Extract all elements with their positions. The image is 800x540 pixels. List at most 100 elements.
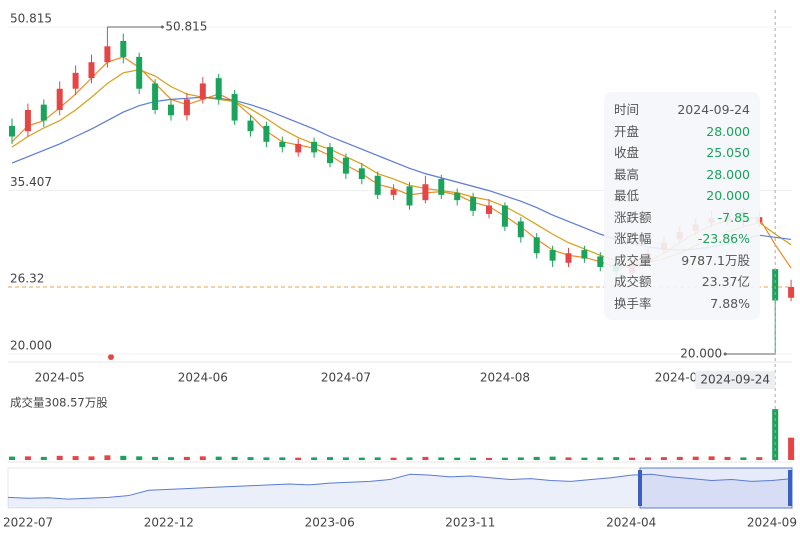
volume-bar	[390, 457, 397, 460]
volume-bar	[374, 457, 381, 460]
navigator-area	[8, 474, 792, 508]
candle-body	[279, 141, 286, 148]
y-tick-label: 20.000	[10, 339, 52, 353]
annotation-dot	[160, 25, 164, 29]
volume-bar	[788, 437, 795, 460]
navigator-label: 2023-11	[445, 516, 495, 530]
tooltip-label: 最低	[614, 188, 640, 203]
tooltip-value: 2024-09-24	[677, 102, 750, 117]
tooltip-row: 成交量 9787.1万股	[614, 250, 750, 272]
tooltip-label: 最高	[614, 166, 640, 182]
candle-body	[470, 196, 477, 211]
volume-bar	[422, 456, 429, 460]
candle-body	[136, 56, 143, 89]
annotation-dot	[723, 352, 727, 356]
volume-bar	[311, 457, 318, 460]
tooltip-value: 20.000	[706, 188, 750, 203]
volume-bar	[152, 456, 159, 460]
candle-body	[422, 184, 429, 201]
tooltip: 时间 2024-09-24 开盘 28.000 收盘 25.050 最高 28.000 最低 20…	[604, 92, 760, 320]
volume-bar	[40, 456, 47, 460]
tooltip-label: 涨跌额	[614, 209, 652, 225]
volume-bar	[327, 457, 333, 460]
x-tick-label: 2024-08	[480, 371, 530, 385]
candle-body	[88, 62, 95, 79]
crosshair-label: 2024-09-24	[700, 373, 770, 387]
candle-body	[454, 192, 461, 201]
tooltip-label: 涨跌幅	[614, 231, 652, 246]
candle-body	[327, 147, 333, 164]
volume-bar	[295, 457, 302, 460]
volume-label: 成交量308.57万股	[10, 396, 108, 410]
y-tick-label: 26.32	[10, 271, 44, 285]
volume-bar	[168, 457, 174, 460]
tooltip-value: 23.37亿	[701, 274, 750, 289]
tooltip-row: 涨跌幅 -23.86%	[614, 228, 750, 250]
candle-body	[183, 99, 190, 116]
volume-bar	[279, 457, 286, 460]
volume-bar	[581, 457, 588, 460]
candle-body	[597, 256, 604, 268]
candle-body	[342, 157, 349, 174]
volume-bar	[724, 456, 731, 460]
volume-bar	[72, 456, 79, 460]
candle-body	[438, 178, 445, 195]
candle-body	[40, 104, 47, 121]
volume-bar	[676, 456, 683, 460]
candle-body	[406, 186, 413, 206]
x-tick-label: 2024-09	[655, 371, 705, 385]
tooltip-label: 收盘	[614, 145, 640, 160]
volume-bar	[438, 457, 445, 460]
volume-bar	[645, 457, 651, 460]
candle-body	[533, 237, 540, 254]
x-tick-label: 2024-07	[321, 371, 371, 385]
navigator-label: 2022-07	[3, 516, 53, 530]
volume-bar	[486, 457, 492, 460]
volume-bar	[9, 456, 15, 460]
candle-body	[247, 120, 254, 132]
candle-body	[9, 125, 15, 137]
candle-body	[390, 189, 397, 195]
candle-body	[263, 125, 270, 142]
tooltip-row: 时间 2024-09-24	[614, 99, 750, 121]
volume-bar	[120, 455, 127, 460]
candle-body	[581, 250, 588, 259]
volume-bar	[756, 457, 763, 460]
tooltip-value: 28.000	[706, 166, 750, 182]
volume-bar	[517, 457, 524, 460]
volume-bar	[406, 457, 413, 460]
volume-bar	[549, 456, 556, 460]
x-tick-label: 2024-05	[35, 371, 85, 385]
volume-bar	[470, 457, 477, 460]
candle-body	[358, 168, 365, 179]
navigator-label: 2023-06	[305, 516, 355, 530]
volume-bar	[263, 457, 270, 460]
volume-bar	[533, 456, 540, 460]
volume-bar	[565, 457, 572, 460]
volume-bar	[501, 457, 508, 460]
volume-bar	[708, 456, 715, 460]
candle-body	[486, 205, 492, 214]
volume-bar	[136, 456, 143, 460]
tooltip-label: 时间	[614, 102, 640, 117]
candle-body	[565, 253, 572, 263]
volume-bar	[613, 457, 620, 460]
volume-bar	[231, 456, 238, 460]
navigator-handle[interactable]	[788, 470, 792, 506]
tooltip-row: 成交额 23.37亿	[614, 271, 750, 293]
volume-bar	[56, 455, 63, 460]
navigator-handle[interactable]	[638, 470, 642, 506]
tooltip-value: -7.85	[717, 209, 750, 225]
volume-bar	[660, 457, 667, 460]
tooltip-row: 最低 20.000	[614, 185, 750, 207]
volume-bar	[247, 457, 254, 460]
volume-bar	[358, 457, 365, 460]
tooltip-row: 最高 28.000	[614, 164, 750, 186]
volume-bar	[342, 457, 349, 460]
y-tick-label: 50.815	[10, 12, 52, 26]
candle-body	[295, 143, 302, 153]
candle-body	[374, 175, 381, 195]
candle-body	[549, 250, 556, 261]
crosshair-label-box	[695, 371, 776, 389]
